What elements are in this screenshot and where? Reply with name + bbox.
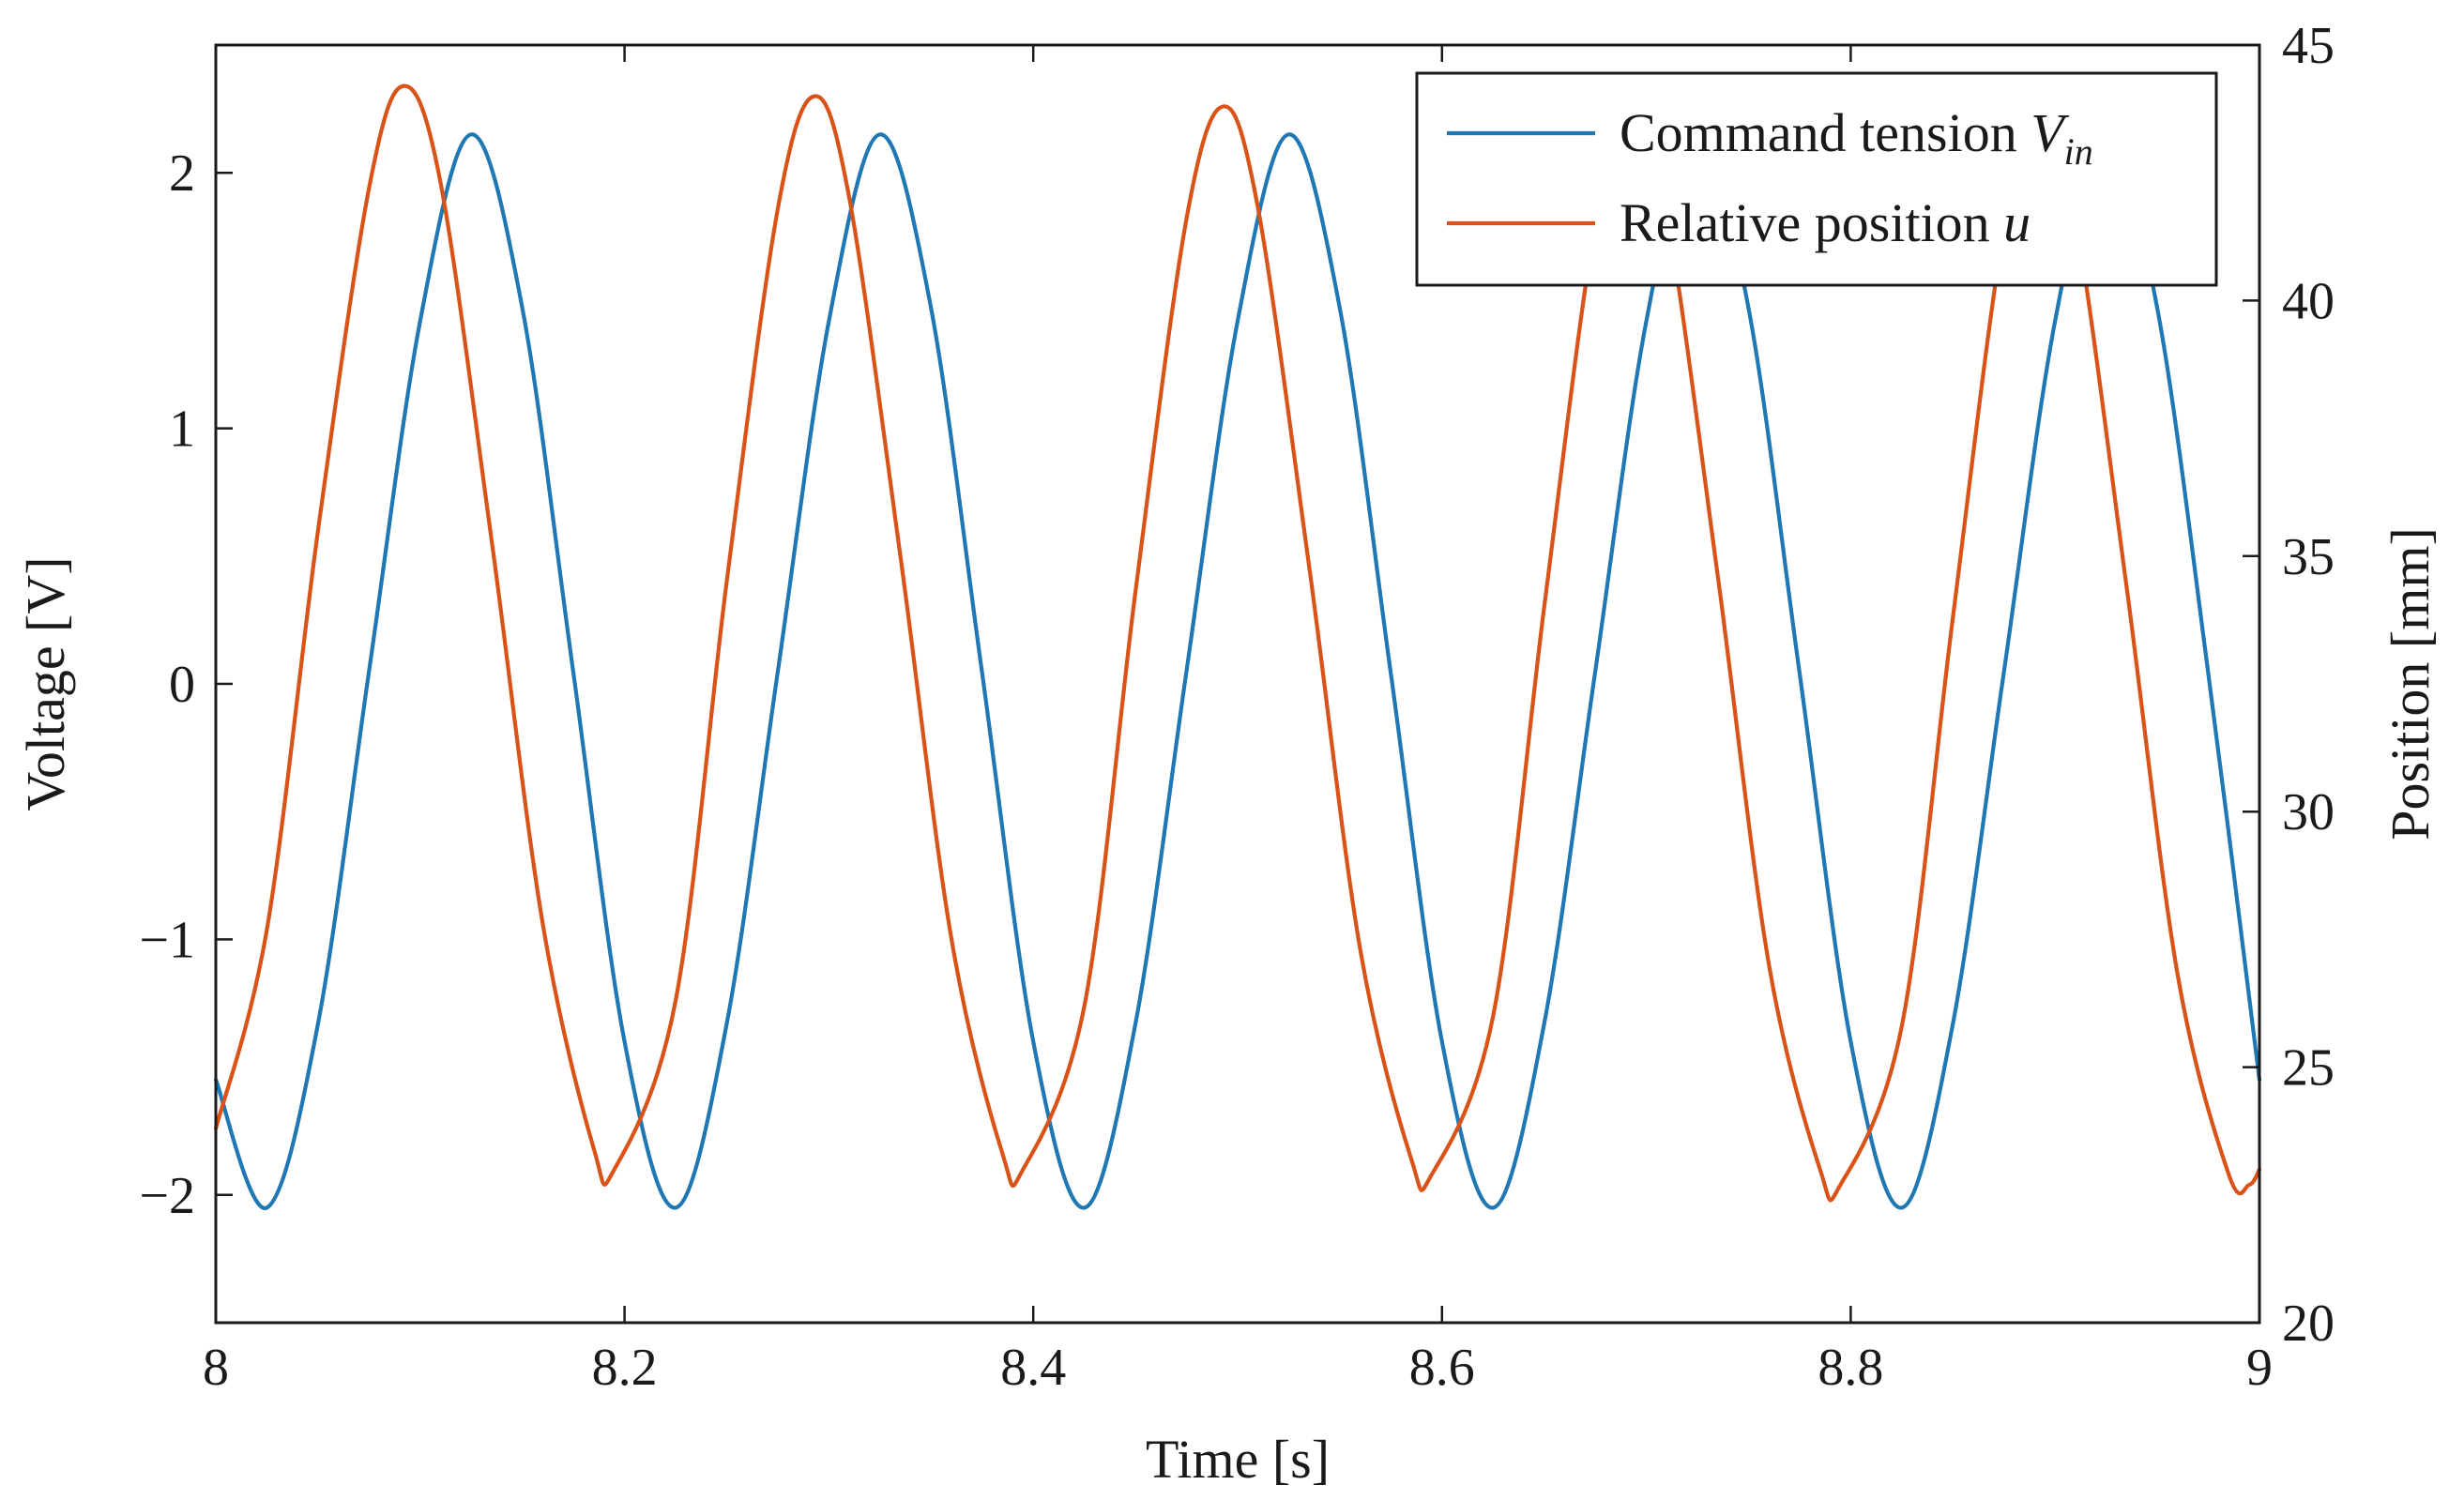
- series-line-1: [213, 83, 2262, 1203]
- series-layer: [213, 83, 2262, 1210]
- legend-label-command-tension: Command tension Vin: [1620, 102, 2093, 173]
- y-tick-label: −1: [139, 911, 195, 969]
- y-axis-title-left: Voltage [V]: [15, 556, 76, 811]
- y-tick-label: −2: [139, 1167, 195, 1225]
- x-tick-label: 9: [2246, 1339, 2273, 1397]
- x-tick-label: 8.6: [1409, 1339, 1475, 1397]
- y-axis-left: −2 −1 0 1 2: [139, 144, 233, 1225]
- y-tick-label: 1: [169, 401, 195, 459]
- y2-tick-label: 25: [2282, 1039, 2335, 1098]
- legend: Command tension Vin Relative position u: [1415, 71, 2218, 287]
- y2-tick-label: 30: [2282, 783, 2335, 841]
- y-tick-label: 0: [169, 656, 195, 714]
- x-axis-title: Time [s]: [1146, 1429, 1330, 1490]
- x-tick-label: 8.4: [1000, 1339, 1066, 1397]
- x-axis: 8 8.2 8.4 8.6 8.8 9: [203, 45, 2273, 1397]
- x-tick-label: 8.8: [1818, 1339, 1883, 1397]
- y2-tick-label: 45: [2282, 17, 2335, 75]
- y2-tick-label: 20: [2282, 1295, 2335, 1353]
- y-axis-title-right: Position [mm]: [2380, 527, 2441, 841]
- x-tick-label: 8.2: [592, 1339, 658, 1397]
- y2-tick-label: 40: [2282, 272, 2335, 330]
- x-tick-label: 8: [203, 1339, 229, 1397]
- y-tick-label: 2: [169, 144, 195, 203]
- legend-box: [1415, 71, 2218, 287]
- series-line-0: [213, 132, 2262, 1210]
- legend-label-relative-position: Relative position u: [1620, 192, 2031, 253]
- y-axis-right: 20 25 30 35 40 45: [2243, 17, 2335, 1353]
- y2-tick-label: 35: [2282, 528, 2335, 586]
